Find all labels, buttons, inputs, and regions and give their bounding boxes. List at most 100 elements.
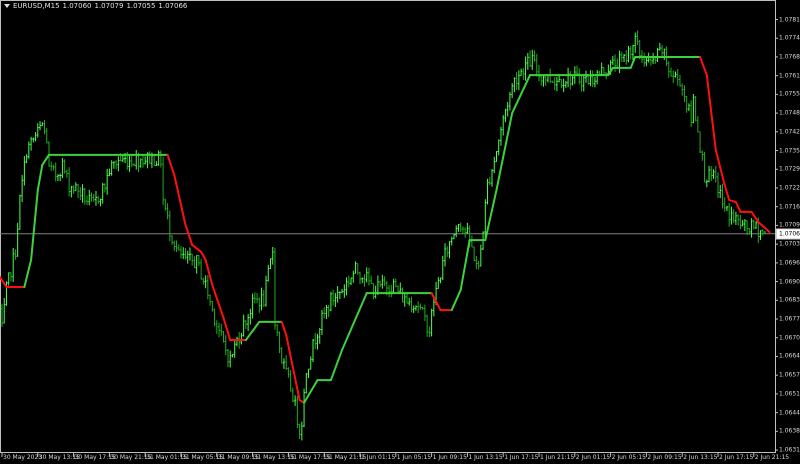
price-bar xyxy=(314,332,317,350)
price-bar xyxy=(338,291,341,299)
price-tick-label: 1.07680 xyxy=(779,53,800,61)
price-bar xyxy=(479,244,482,267)
indicator-segment-up xyxy=(41,153,50,166)
price-bar xyxy=(578,68,581,85)
price-bar xyxy=(517,70,520,91)
time-tick-label: 30 May 17:15 xyxy=(74,454,116,461)
price-bar xyxy=(367,267,370,286)
indicator-segment-down xyxy=(734,201,742,213)
price-bar xyxy=(171,235,174,245)
indicator-segment-down xyxy=(200,250,207,261)
price-bar xyxy=(50,161,53,171)
price-bar xyxy=(589,70,592,87)
time-tick-label: 30 May 2023 xyxy=(3,454,43,461)
indicator-segment-up xyxy=(341,292,368,351)
price-tick-label: 1.06445 xyxy=(779,409,800,417)
price-bar xyxy=(755,221,758,229)
price-bar xyxy=(401,287,404,303)
price-bar xyxy=(712,169,715,179)
price-bar xyxy=(381,274,384,289)
price-bar xyxy=(571,76,574,86)
price-bar xyxy=(593,76,596,88)
price-bar xyxy=(173,240,176,252)
price-tick-label: 1.06510 xyxy=(779,390,800,398)
price-bar xyxy=(705,179,708,188)
price-bar xyxy=(582,74,585,92)
price-bar xyxy=(441,255,444,281)
price-bar xyxy=(202,277,205,285)
price-bar xyxy=(180,246,182,259)
indicator-segment-down xyxy=(430,292,442,312)
price-bar xyxy=(564,80,567,88)
price-bar xyxy=(191,253,194,266)
price-bar xyxy=(282,358,285,369)
price-tick-label: 1.07745 xyxy=(779,34,800,42)
collapse-triangle-icon[interactable] xyxy=(4,4,10,8)
price-bar xyxy=(717,172,719,199)
price-bar xyxy=(685,95,688,113)
price-bar xyxy=(423,304,426,322)
price-bar xyxy=(0,306,1,314)
price-bar xyxy=(258,297,261,313)
price-bar xyxy=(569,71,572,90)
price-bar xyxy=(437,277,440,289)
price-bar xyxy=(224,334,227,356)
price-bar xyxy=(267,264,270,282)
indicator-segment-down xyxy=(173,174,187,226)
price-bar xyxy=(394,278,397,288)
price-bar xyxy=(99,198,102,207)
price-bar xyxy=(94,191,97,206)
price-tick-label: 1.06770 xyxy=(779,315,800,323)
price-bar xyxy=(419,303,422,310)
price-bar xyxy=(36,123,39,138)
price-bar xyxy=(392,278,395,293)
price-bar xyxy=(41,122,44,127)
price-bar xyxy=(1,303,3,327)
price-bar xyxy=(209,294,212,306)
price-bar xyxy=(672,70,675,83)
price-bar xyxy=(157,150,160,166)
price-bar xyxy=(600,62,603,75)
price-bar xyxy=(535,54,538,77)
indicator-segment-down xyxy=(166,153,176,177)
price-bar xyxy=(289,370,292,392)
price-bar xyxy=(271,246,274,265)
price-bar xyxy=(83,187,86,205)
price-bar xyxy=(159,150,162,168)
price-bar xyxy=(81,184,84,203)
price-tick-label: 1.06900 xyxy=(779,278,800,286)
price-bar xyxy=(542,75,545,87)
price-bar xyxy=(426,314,429,337)
price-bar xyxy=(611,55,614,65)
price-bar xyxy=(488,177,491,186)
price-tick-label: 1.06315 xyxy=(779,446,800,454)
price-bar xyxy=(430,308,433,337)
price-bar xyxy=(408,297,411,306)
price-bar xyxy=(197,254,200,266)
price-bar xyxy=(750,218,753,238)
price-bar xyxy=(332,289,335,306)
indicator-segment-down xyxy=(204,258,214,287)
price-bar xyxy=(148,151,151,164)
indicator-segment-down xyxy=(757,220,771,234)
price-bar xyxy=(508,91,511,111)
price-bar xyxy=(3,298,6,324)
price-bar xyxy=(388,285,391,298)
price-bar xyxy=(256,293,259,304)
price-bar xyxy=(329,291,332,312)
time-tick-label: 2 Jun 09:15 xyxy=(647,454,682,461)
price-bar xyxy=(200,259,203,280)
price-tick-label: 1.07615 xyxy=(779,72,800,80)
price-bar xyxy=(450,236,453,246)
indicator-segment-up xyxy=(484,188,498,242)
price-bar xyxy=(345,277,348,296)
price-bar xyxy=(459,222,462,232)
price-bar xyxy=(643,52,646,67)
indicator-segment-down xyxy=(280,320,288,336)
time-tick-label: 2 Jun 21:15 xyxy=(754,454,790,461)
price-bar xyxy=(39,121,42,131)
price-bar xyxy=(699,131,702,154)
price-bar xyxy=(298,423,301,439)
price-bar xyxy=(18,194,21,230)
